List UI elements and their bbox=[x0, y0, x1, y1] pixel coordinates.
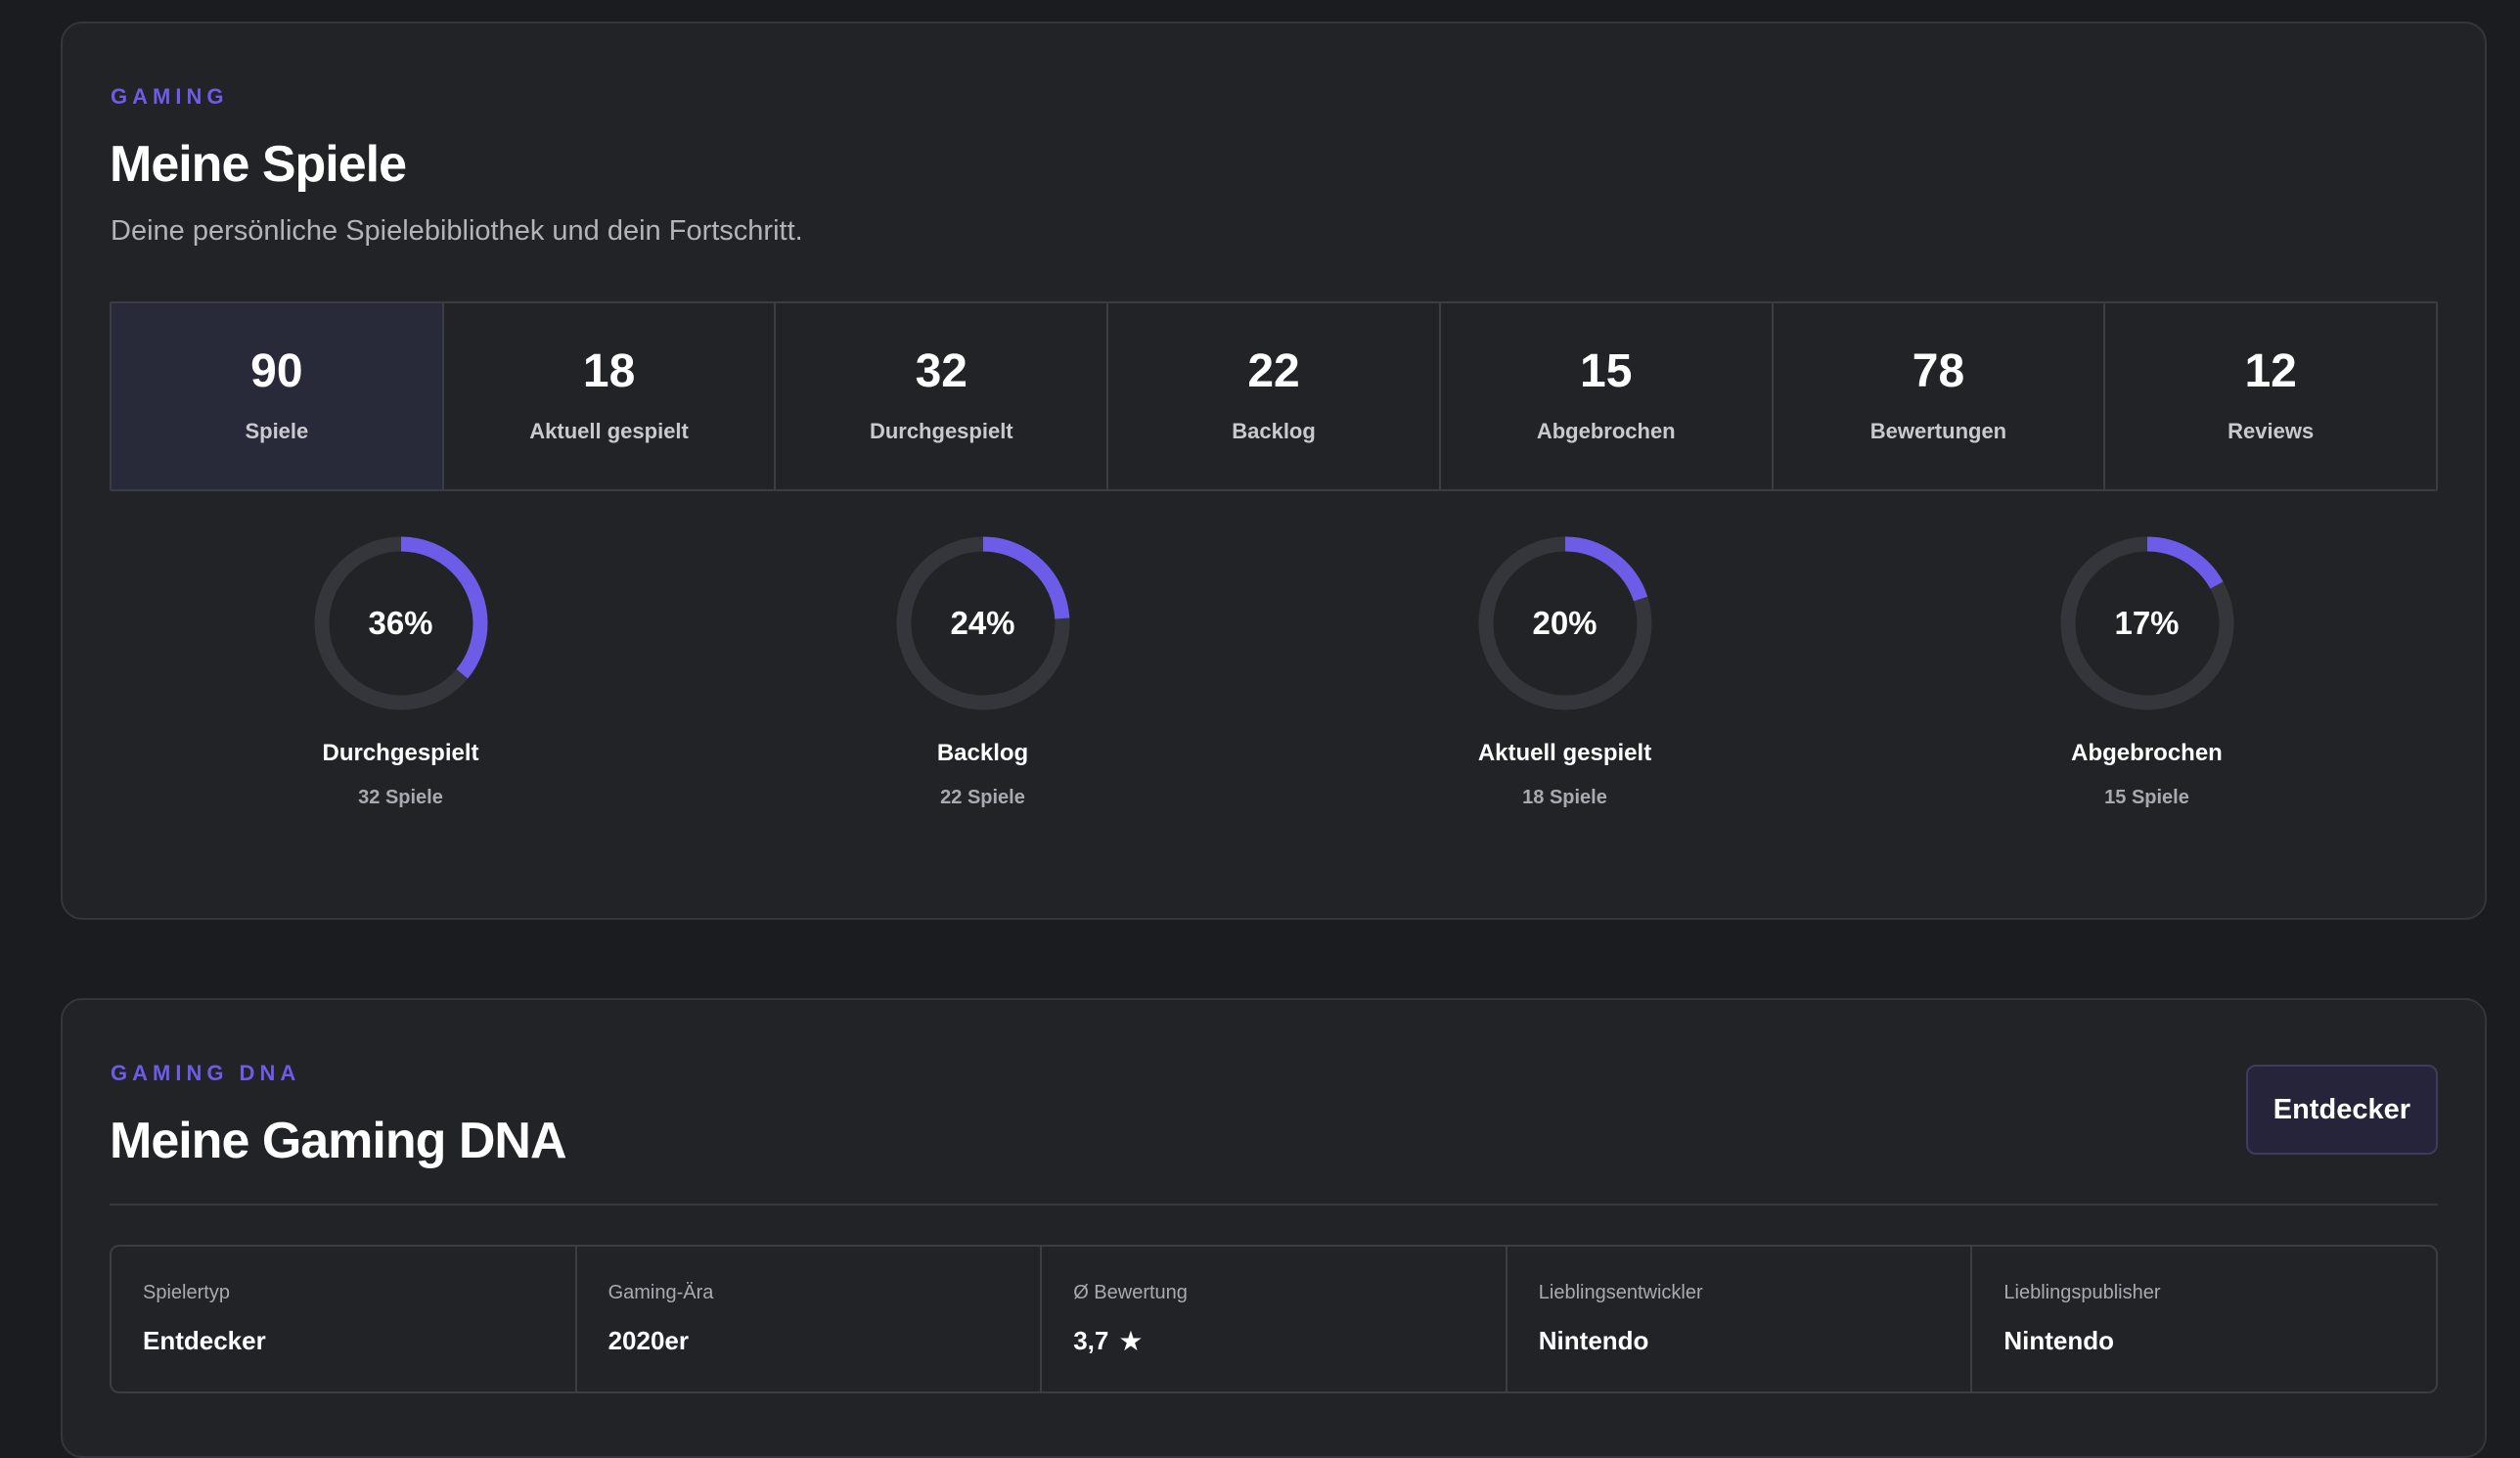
donut-count: 18 Spiele bbox=[1522, 787, 1607, 808]
donut-arc bbox=[2060, 536, 2233, 710]
dna-value: Nintendo bbox=[1539, 1326, 1940, 1356]
stat-value: 32 bbox=[915, 345, 968, 397]
dna-value-text: Nintendo bbox=[2003, 1326, 2115, 1355]
stat-bewertungen[interactable]: 78 Bewertungen bbox=[1774, 303, 2106, 489]
stat-label: Abgebrochen bbox=[1536, 419, 1676, 443]
donut-ring bbox=[2060, 536, 2233, 710]
donut-count: 22 Spiele bbox=[940, 787, 1025, 808]
library-eyebrow: GAMING bbox=[111, 84, 229, 109]
stat-spiele[interactable]: 90 Spiele bbox=[112, 303, 444, 489]
star-icon: ★ bbox=[1118, 1325, 1144, 1356]
library-card: GAMING Meine Spiele Deine persönliche Sp… bbox=[61, 22, 2487, 920]
stat-value: 12 bbox=[2244, 345, 2297, 397]
donut-arc bbox=[896, 536, 1069, 710]
library-subtitle: Deine persönliche Spielebibliothek und d… bbox=[111, 215, 803, 247]
donut-aktuell-gespielt: 20% Aktuell gespielt 18 Spiele bbox=[1370, 532, 1761, 809]
donut-ring bbox=[314, 536, 487, 710]
dna-value: 3,7 ★ bbox=[1073, 1326, 1474, 1356]
stat-value: 90 bbox=[250, 345, 303, 397]
donut-percent: 17% bbox=[2114, 605, 2180, 641]
dna-lieblingsentwickler: Lieblingsentwickler Nintendo bbox=[1508, 1247, 1973, 1391]
donut-percent: 20% bbox=[1532, 605, 1598, 641]
donut-percent: 36% bbox=[368, 605, 433, 641]
stat-value: 15 bbox=[1580, 345, 1633, 397]
dna-lieblingspublisher: Lieblingspublisher Nintendo bbox=[1972, 1247, 2436, 1391]
stat-backlog[interactable]: 22 Backlog bbox=[1108, 303, 1441, 489]
dna-eyebrow: GAMING DNA bbox=[111, 1061, 301, 1085]
dna-grid: Spielertyp Entdecker Gaming-Ära 2020er Ø… bbox=[110, 1245, 2438, 1393]
dna-label: Spielertyp bbox=[143, 1282, 230, 1303]
donut-arc bbox=[314, 536, 487, 710]
stat-label: Durchgespielt bbox=[869, 419, 1013, 443]
stat-label: Backlog bbox=[1232, 419, 1316, 443]
divider bbox=[110, 1204, 2438, 1206]
stat-label: Spiele bbox=[245, 419, 309, 443]
dna-label: Lieblingsentwickler bbox=[1538, 1282, 1703, 1303]
donut-count: 32 Spiele bbox=[358, 787, 443, 808]
donut-backlog: 24% Backlog 22 Spiele bbox=[788, 532, 1179, 809]
dna-value: Entdecker bbox=[143, 1326, 544, 1356]
stat-aktuell-gespielt[interactable]: 18 Aktuell gespielt bbox=[444, 303, 777, 489]
dna-label: Ø Bewertung bbox=[1073, 1282, 1188, 1303]
stat-value: 18 bbox=[582, 345, 636, 397]
donut-arc bbox=[1478, 536, 1651, 710]
dna-value-text: 3,7 bbox=[1073, 1326, 1109, 1355]
progress-donuts: 36% Durchgespielt 32 Spiele 24% Backlog … bbox=[110, 532, 2438, 845]
donut-ring bbox=[1478, 536, 1651, 710]
donut-durchgespielt: 36% Durchgespielt 32 Spiele bbox=[205, 532, 597, 809]
stats-strip: 90 Spiele 18 Aktuell gespielt 32 Durchge… bbox=[110, 301, 2438, 491]
dna-value-text: 2020er bbox=[608, 1326, 690, 1355]
donut-label: Backlog bbox=[936, 740, 1029, 766]
donut-label: Abgebrochen bbox=[2071, 740, 2223, 766]
dna-value: Nintendo bbox=[2003, 1326, 2405, 1356]
stat-label: Bewertungen bbox=[1869, 419, 2007, 443]
library-title: Meine Spiele bbox=[110, 136, 407, 193]
donut-count: 15 Spiele bbox=[2104, 787, 2189, 808]
dna-value: 2020er bbox=[608, 1326, 1010, 1356]
dna-value-text: Nintendo bbox=[1538, 1326, 1649, 1355]
donut-percent: 24% bbox=[950, 605, 1015, 641]
stat-durchgespielt[interactable]: 32 Durchgespielt bbox=[776, 303, 1109, 489]
dna-spielertyp: Spielertyp Entdecker bbox=[112, 1247, 577, 1391]
donut-ring bbox=[896, 536, 1069, 710]
donut-abgebrochen: 17% Abgebrochen 15 Spiele bbox=[1952, 532, 2343, 809]
stat-label: Reviews bbox=[2228, 419, 2315, 443]
dna-value-text: Entdecker bbox=[143, 1326, 266, 1355]
dna-bewertung: Ø Bewertung 3,7 ★ bbox=[1042, 1247, 1508, 1391]
stat-value: 78 bbox=[1912, 345, 1965, 397]
stat-label: Aktuell gespielt bbox=[529, 419, 689, 443]
dna-label: Lieblingspublisher bbox=[2003, 1282, 2161, 1303]
donut-label: Aktuell gespielt bbox=[1477, 740, 1652, 766]
dna-label: Gaming-Ära bbox=[608, 1282, 714, 1303]
stat-reviews[interactable]: 12 Reviews bbox=[2105, 303, 2436, 489]
gaming-dna-card: GAMING DNA Meine Gaming DNA Entdecker Sp… bbox=[61, 998, 2487, 1458]
player-type-badge[interactable]: Entdecker bbox=[2245, 1065, 2438, 1155]
dna-gaming-aera: Gaming-Ära 2020er bbox=[577, 1247, 1043, 1391]
donut-label: Durchgespielt bbox=[322, 740, 479, 766]
stat-value: 22 bbox=[1247, 345, 1300, 397]
stat-abgebrochen[interactable]: 15 Abgebrochen bbox=[1441, 303, 1774, 489]
dna-title: Meine Gaming DNA bbox=[110, 1113, 566, 1169]
